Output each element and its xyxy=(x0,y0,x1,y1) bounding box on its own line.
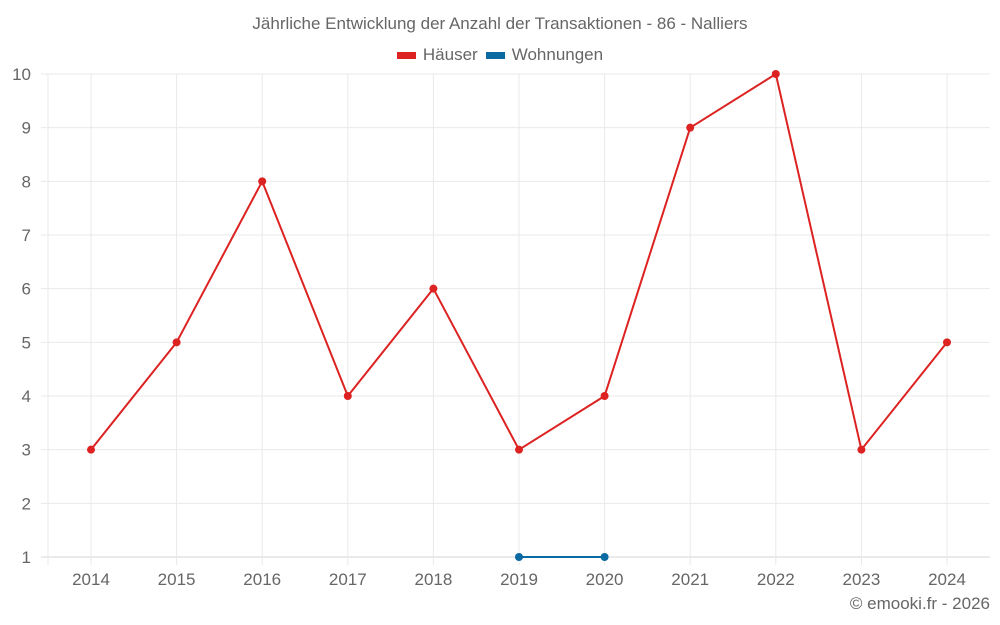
y-tick-label: 8 xyxy=(22,172,31,191)
chart-title: Jährliche Entwicklung der Anzahl der Tra… xyxy=(252,14,748,33)
x-tick-label: 2024 xyxy=(928,570,966,589)
x-tick-label: 2023 xyxy=(842,570,880,589)
series-lines xyxy=(87,70,951,561)
legend-swatch-blue-icon xyxy=(485,51,505,59)
data-point[interactable] xyxy=(686,123,695,132)
y-tick-label: 4 xyxy=(22,387,31,406)
data-point[interactable] xyxy=(600,553,609,561)
data-point[interactable] xyxy=(771,70,780,78)
data-point[interactable] xyxy=(600,392,609,400)
y-axis-ticks: 1 2 3 4 5 6 7 8 9 10 xyxy=(12,65,31,567)
data-point[interactable] xyxy=(172,338,181,347)
legend-item-wohnungen[interactable]: Wohnungen xyxy=(485,45,604,65)
x-tick-label: 2014 xyxy=(72,570,110,589)
legend-swatch-red-icon xyxy=(396,51,416,59)
x-tick-label: 2017 xyxy=(329,570,367,589)
legend-label: Häuser xyxy=(422,45,478,64)
y-tick-label: 1 xyxy=(22,548,31,567)
data-point[interactable] xyxy=(87,445,95,454)
x-tick-label: 2019 xyxy=(500,570,538,589)
legend-item-haeuser[interactable]: Häuser xyxy=(396,45,478,65)
y-tick-label: 2 xyxy=(22,494,31,513)
x-tick-label: 2018 xyxy=(414,570,452,589)
x-axis-ticks: 2014 2015 2016 2017 2018 2019 2020 2021 2022 2023… xyxy=(72,570,966,589)
series-häuser xyxy=(87,70,951,454)
x-tick-label: 2020 xyxy=(586,570,624,589)
data-point[interactable] xyxy=(857,445,866,454)
data-point[interactable] xyxy=(515,445,523,454)
legend-label: Wohnungen xyxy=(511,45,604,64)
x-tick-label: 2021 xyxy=(671,570,709,589)
credit-text: © emooki.fr - 2026 xyxy=(849,594,990,613)
series-wohnungen xyxy=(515,553,609,561)
gridlines xyxy=(41,73,990,565)
x-tick-label: 2015 xyxy=(158,570,196,589)
x-tick-label: 2016 xyxy=(243,570,281,589)
y-tick-label: 3 xyxy=(22,441,31,460)
y-tick-label: 7 xyxy=(22,226,31,245)
chart-legend: Häuser Wohnungen xyxy=(0,45,1000,65)
data-point[interactable] xyxy=(515,553,523,561)
y-tick-label: 10 xyxy=(12,65,31,84)
data-point[interactable] xyxy=(343,392,352,400)
y-tick-label: 5 xyxy=(22,333,31,352)
x-tick-label: 2022 xyxy=(757,570,795,589)
data-point[interactable] xyxy=(258,177,267,186)
data-point[interactable] xyxy=(429,284,438,293)
y-tick-label: 9 xyxy=(22,119,31,138)
y-tick-label: 6 xyxy=(22,280,31,299)
data-point[interactable] xyxy=(943,338,951,347)
